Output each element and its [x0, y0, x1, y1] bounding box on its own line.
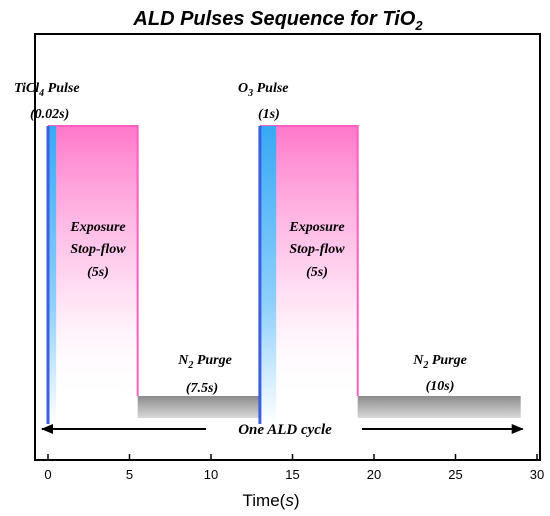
ticl4-pulse-time: (0.02s) [30, 107, 69, 122]
o3-pulse-label: O3 Pulse [238, 81, 289, 99]
o3-pulse-time: (1s) [258, 107, 280, 122]
plot-frame [34, 33, 541, 461]
x-axis-label: Time(s) [243, 491, 300, 510]
cycle-label: One ALD cycle [238, 422, 332, 438]
x-tick-label-30: 30 [530, 467, 544, 482]
ticl4-pulse-label: TiCl4 Pulse [14, 81, 80, 99]
exposure-outline-2 [259, 125, 359, 396]
exposure-block-2 [259, 126, 358, 396]
x-tick-label-10: 10 [204, 467, 218, 482]
exposure-2-line1: Exposure [288, 220, 344, 235]
x-tick-label-20: 20 [367, 467, 381, 482]
purge-2-time: (10s) [426, 379, 455, 394]
chart-title: ALD Pulses Sequence for TiO2 [132, 8, 423, 33]
chart-marks [46, 125, 521, 424]
purge-bar-1 [137, 396, 260, 418]
exposure-2-time: (5s) [306, 265, 328, 280]
purge-1-time: (7.5s) [186, 381, 218, 396]
purge-1-label: N2 Purge [177, 353, 232, 371]
x-tick-label-0: 0 [44, 467, 51, 482]
exposure-block-1 [48, 126, 138, 396]
x-axis-ticks: 0 5 10 15 20 25 30 [44, 454, 544, 482]
pulse-block-2 [259, 126, 277, 424]
purge-2-label: N2 Purge [412, 353, 467, 371]
exposure-outline-1 [48, 125, 139, 396]
pulse-block-1 [48, 126, 57, 424]
exposure-1-time: (5s) [87, 265, 109, 280]
x-tick-label-25: 25 [448, 467, 462, 482]
exposure-2-line2: Stop-flow [289, 242, 345, 257]
purge-bar-2 [357, 396, 521, 418]
exposure-1-line2: Stop-flow [70, 242, 126, 257]
x-tick-label-5: 5 [126, 467, 133, 482]
exposure-1-line1: Exposure [69, 220, 125, 235]
x-tick-label-15: 15 [285, 467, 299, 482]
